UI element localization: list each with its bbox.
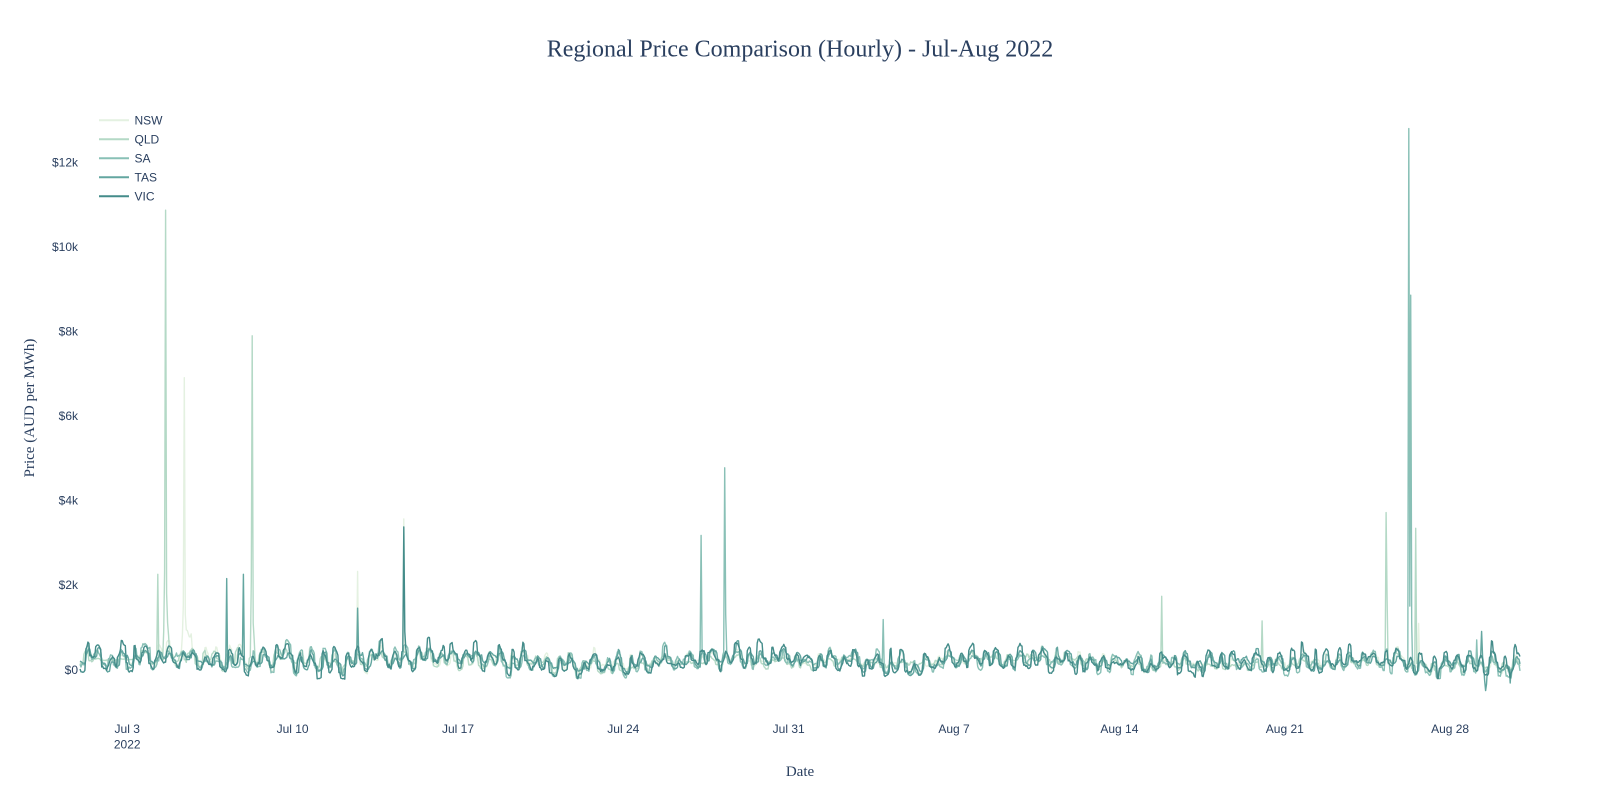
svg-text:Aug 7: Aug 7 xyxy=(938,722,970,736)
svg-text:Aug 21: Aug 21 xyxy=(1266,722,1304,736)
svg-text:Jul 17: Jul 17 xyxy=(442,722,474,736)
svg-text:NSW: NSW xyxy=(135,114,164,128)
svg-text:Aug 14: Aug 14 xyxy=(1100,722,1138,736)
svg-text:$2k: $2k xyxy=(59,578,79,592)
svg-text:SA: SA xyxy=(135,152,151,166)
svg-text:Date: Date xyxy=(786,764,815,780)
svg-text:2022: 2022 xyxy=(114,738,141,752)
svg-text:$8k: $8k xyxy=(59,325,79,339)
svg-text:Jul 24: Jul 24 xyxy=(607,722,639,736)
svg-text:TAS: TAS xyxy=(135,171,157,185)
svg-text:Jul 10: Jul 10 xyxy=(277,722,309,736)
svg-text:VIC: VIC xyxy=(135,190,155,204)
svg-text:$4k: $4k xyxy=(59,494,79,508)
svg-text:$0: $0 xyxy=(65,663,79,677)
svg-text:Aug 28: Aug 28 xyxy=(1431,722,1469,736)
svg-text:Jul 31: Jul 31 xyxy=(773,722,805,736)
svg-text:$12k: $12k xyxy=(52,155,79,169)
svg-text:Price (AUD per MWh): Price (AUD per MWh) xyxy=(22,339,38,478)
svg-text:$10k: $10k xyxy=(52,240,79,254)
svg-text:Regional Price Comparison (Hou: Regional Price Comparison (Hourly) - Jul… xyxy=(547,37,1054,63)
svg-text:QLD: QLD xyxy=(135,133,160,147)
svg-text:Jul 3: Jul 3 xyxy=(115,722,141,736)
svg-text:$6k: $6k xyxy=(59,409,79,423)
